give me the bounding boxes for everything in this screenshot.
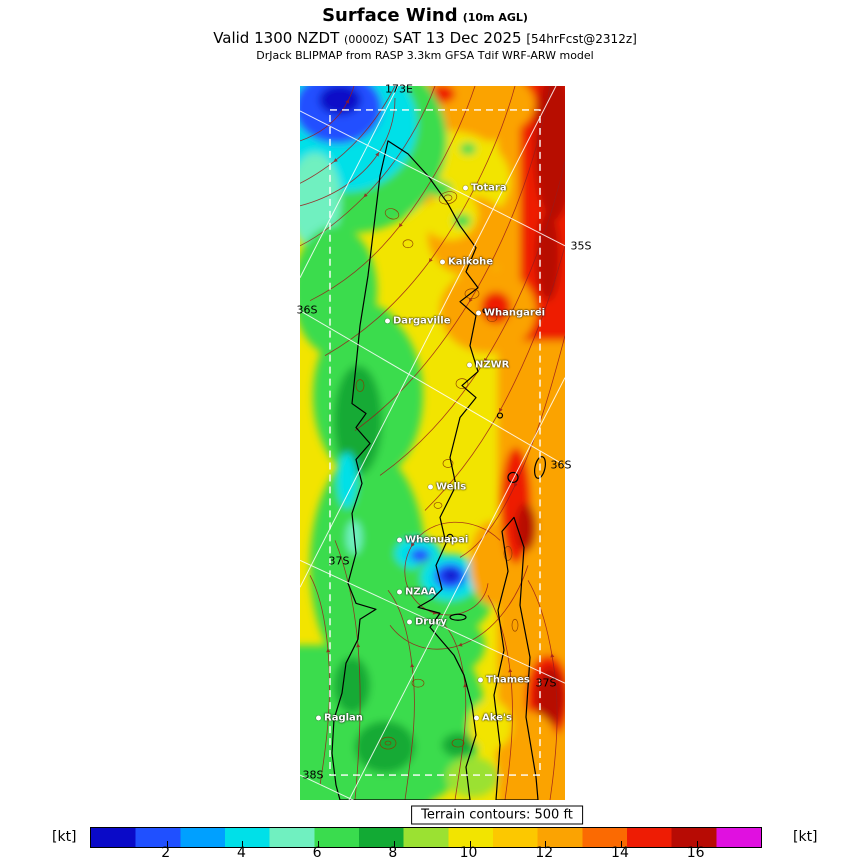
- colorbar: [90, 827, 762, 848]
- streamlines: [300, 86, 565, 800]
- forecast-cycle-text: [54hrFcst@2312z]: [526, 31, 637, 46]
- colorbar-unit-right: [kt]: [793, 829, 818, 845]
- header: Surface Wind (10m AGL) Valid 1300 NZDT (…: [0, 5, 850, 63]
- colorbar-tick: [620, 841, 622, 847]
- valid-line: Valid 1300 NZDT (0000Z) SAT 13 Dec 2025 …: [0, 29, 850, 48]
- colorbar-tick-label: 6: [312, 845, 322, 860]
- wind-speed-field: [300, 86, 565, 800]
- colorbar-tick: [166, 841, 168, 847]
- valid-zulu-text: (0000Z): [344, 32, 389, 46]
- colorbar-tick-label: 10: [459, 845, 478, 860]
- colorbar-tick-label: 14: [611, 845, 629, 860]
- valid-text: Valid 1300 NZDT: [213, 28, 345, 47]
- map: [300, 86, 565, 800]
- colorbar-tick: [696, 841, 698, 847]
- colorbar-tick-label: 2: [161, 845, 171, 860]
- colorbar-tick-label: 16: [686, 845, 705, 860]
- colorbar-tick: [469, 841, 471, 847]
- colorbar-tick: [242, 841, 244, 847]
- valid-date-text: SAT 13 Dec 2025: [388, 28, 527, 47]
- colorbar-tick-label: 4: [236, 845, 246, 860]
- region-boundary-box: [329, 109, 541, 776]
- title-text: Surface Wind: [322, 5, 458, 26]
- coastline: [331, 140, 546, 800]
- model-line: DrJack BLIPMAP from RASP 3.3km GFSA Tdif…: [256, 49, 594, 63]
- grid-label: 35S: [570, 239, 592, 253]
- colorbar-tick: [318, 841, 320, 847]
- title-suffix: (10m AGL): [462, 11, 528, 24]
- terrain-note: Terrain contours: 500 ft: [411, 805, 583, 825]
- colorbar-unit-left: [kt]: [52, 829, 77, 845]
- graticule: [300, 86, 565, 800]
- colorbar-tick-label: 8: [388, 845, 398, 860]
- colorbar-tick-labels: 2 4 6 8 10 12 14 16: [0, 845, 850, 860]
- colorbar-tick-label: 12: [535, 845, 554, 860]
- colorbar-tick: [545, 841, 547, 847]
- wind-map-svg: [300, 86, 565, 800]
- page-title: Surface Wind (10m AGL): [0, 5, 850, 28]
- colorbar-tick: [393, 841, 395, 847]
